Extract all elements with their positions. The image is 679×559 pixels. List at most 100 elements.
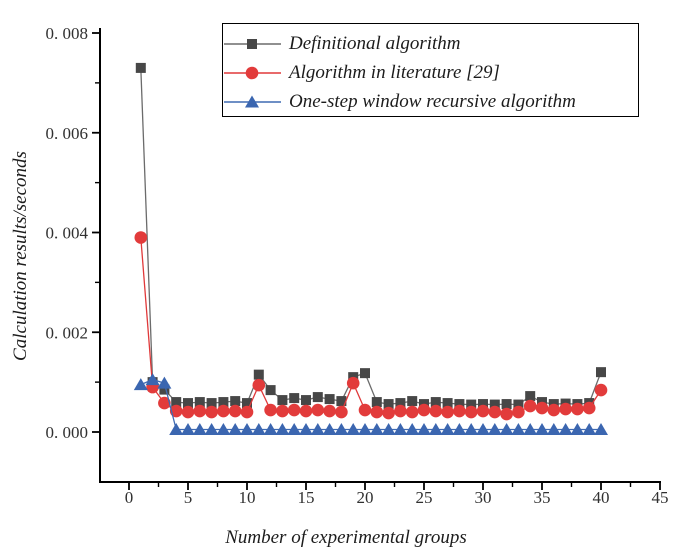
legend-marker-circle [224, 66, 281, 79]
series-2-marker [440, 423, 455, 436]
series-0-marker [301, 395, 311, 406]
series-2-marker [523, 423, 538, 436]
series-2-marker [499, 423, 514, 436]
series-0-marker [206, 398, 217, 409]
series-1-marker [311, 403, 325, 417]
series-line-2 [140, 378, 601, 431]
series-1-marker [228, 404, 242, 418]
series-0-marker [596, 367, 606, 378]
series-2-marker [476, 423, 490, 436]
x-tick-label: 25 [416, 488, 433, 507]
series-1-marker [500, 407, 513, 421]
series-0-marker [360, 368, 370, 379]
series-0-marker [336, 396, 347, 407]
series-2-marker [417, 423, 431, 436]
series-1-marker [417, 403, 431, 417]
series-0-marker [312, 392, 323, 403]
series-1-marker [429, 404, 443, 418]
series-1-marker [535, 401, 549, 415]
legend-entry-definitional: Definitional algorithm [223, 29, 638, 58]
series-1-marker [441, 405, 454, 419]
series-0-marker [513, 399, 524, 410]
series-0-marker [194, 397, 205, 408]
y-tick-label: 0. 000 [46, 423, 89, 442]
series-2-marker [405, 423, 420, 436]
series-2-marker [546, 423, 561, 436]
y-tick-label: 0. 006 [46, 124, 89, 143]
series-0-marker [489, 399, 500, 410]
x-tick-label: 40 [593, 488, 610, 507]
series-1-marker [547, 403, 561, 417]
series-2-marker [299, 423, 313, 436]
series-0-marker [371, 397, 382, 408]
series-2-marker [452, 423, 467, 436]
series-1-marker [134, 231, 148, 244]
series-1-marker [276, 404, 289, 418]
series-1-marker [346, 376, 360, 390]
series-2-marker [393, 423, 408, 436]
y-tick-label: 0. 008 [46, 24, 89, 43]
series-0-marker [277, 395, 288, 406]
series-2-marker [310, 423, 325, 436]
series-2-marker [145, 373, 160, 386]
series-2-marker [157, 376, 172, 389]
series-2-marker [570, 423, 585, 436]
series-0-marker [135, 62, 146, 73]
series-0-marker [478, 399, 488, 410]
series-0-marker [159, 384, 170, 395]
series-2-marker [594, 423, 608, 436]
series-1-marker [335, 405, 348, 419]
y-tick-label: 0. 004 [46, 224, 89, 243]
triangle-icon [245, 95, 259, 107]
series-1-marker [205, 405, 218, 419]
series-1-marker [240, 405, 254, 419]
y-tick-label: 0. 002 [46, 323, 89, 342]
series-1-marker [323, 404, 336, 418]
x-tick-label: 0 [125, 488, 134, 507]
series-0-marker [183, 398, 193, 409]
series-1-marker [252, 378, 266, 392]
series-0-marker [466, 399, 477, 410]
series-1-marker [370, 405, 384, 419]
series-2-marker [240, 423, 254, 436]
x-tick-label: 30 [475, 488, 492, 507]
series-0-marker [454, 399, 465, 410]
series-2-marker [251, 423, 266, 436]
series-2-marker [334, 423, 349, 436]
series-0-marker [407, 396, 418, 407]
series-2-marker [133, 378, 148, 391]
series-0-marker [253, 369, 264, 380]
series-2-marker [464, 423, 479, 436]
series-2-marker [535, 423, 549, 436]
series-0-marker [324, 394, 335, 405]
x-axis-title: Number of experimental groups [225, 527, 467, 548]
series-1-marker [476, 404, 490, 418]
series-2-marker [263, 423, 278, 436]
series-1-marker [488, 405, 502, 419]
series-0-marker [242, 398, 252, 409]
series-0-marker [265, 385, 276, 396]
series-2-marker [204, 423, 219, 436]
series-1-marker [287, 403, 301, 417]
series-1-marker [193, 404, 207, 418]
series-2-marker [287, 423, 302, 436]
series-1-marker [299, 404, 313, 418]
series-0-marker [218, 397, 229, 408]
series-0-marker [230, 396, 241, 407]
series-2-marker [181, 423, 195, 436]
series-0-marker [289, 393, 300, 404]
series-1-marker [217, 404, 230, 418]
series-2-marker [558, 423, 573, 436]
series-line-0 [140, 67, 602, 406]
series-2-marker [487, 423, 502, 436]
series-1-marker [582, 401, 596, 415]
series-1-marker [169, 404, 183, 418]
series-1-marker [571, 402, 584, 416]
series-0-marker [442, 398, 453, 409]
series-1-marker [512, 405, 525, 419]
series-1-marker [264, 403, 277, 417]
legend-label: One-step window recursive algorithm [289, 90, 576, 112]
x-tick-label: 45 [652, 488, 669, 507]
